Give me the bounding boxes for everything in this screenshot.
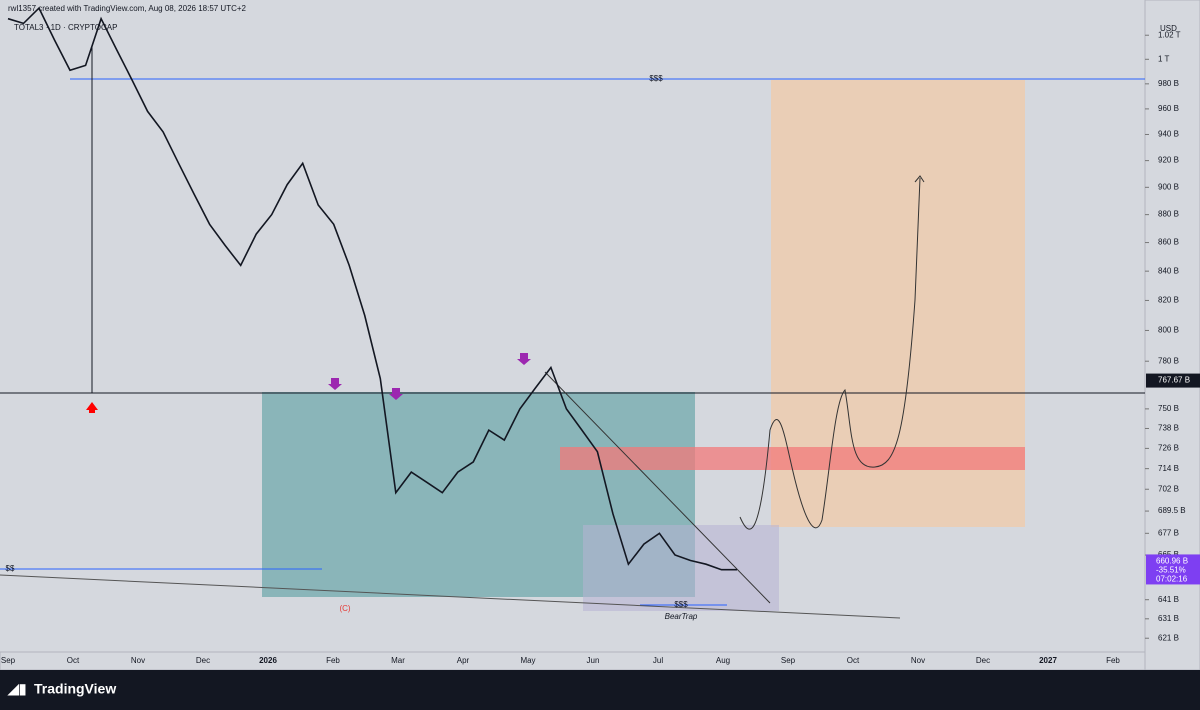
arrow-head bbox=[914, 175, 925, 183]
y-tick-label: 714 B bbox=[1158, 464, 1179, 473]
y-tick-label: 900 B bbox=[1158, 182, 1179, 191]
bear-trap-box bbox=[583, 525, 779, 611]
currency: USD bbox=[1160, 24, 1177, 33]
x-tick-label: Nov bbox=[911, 656, 925, 665]
up-arrow bbox=[86, 402, 98, 413]
x-tick-label: Jun bbox=[587, 656, 600, 665]
y-tick-label: 780 B bbox=[1158, 356, 1179, 365]
y-tick-label: 726 B bbox=[1158, 444, 1179, 453]
x-tick-label: Mar bbox=[391, 656, 405, 665]
x-tick-label: May bbox=[520, 656, 535, 665]
trendline bbox=[0, 574, 901, 619]
annotation: $$ bbox=[6, 564, 15, 573]
down-arrow bbox=[517, 353, 531, 365]
y-tick-label: 880 B bbox=[1158, 210, 1179, 219]
y-tick-label: 800 B bbox=[1158, 326, 1179, 335]
last-price-countdown: 07:02:16 bbox=[1156, 575, 1188, 584]
last-price-change: -35.51% bbox=[1156, 566, 1186, 575]
y-tick-label: 960 B bbox=[1158, 104, 1179, 113]
x-tick-label: Sep bbox=[1, 656, 16, 665]
y-tick-label: 738 B bbox=[1158, 424, 1179, 433]
y-tick-label: 689.5 B bbox=[1158, 506, 1186, 515]
brand: TradingView bbox=[34, 681, 116, 697]
y-tick-label: 677 B bbox=[1158, 528, 1179, 537]
y-tick-label: 631 B bbox=[1158, 614, 1179, 623]
logo: ◢▮ bbox=[7, 681, 26, 697]
last-price-label: 660.96 B bbox=[1156, 557, 1188, 566]
trendline bbox=[544, 371, 771, 604]
annotation: (C) bbox=[339, 604, 350, 613]
footer-bg bbox=[0, 670, 1200, 710]
x-tick-label: Sep bbox=[781, 656, 796, 665]
x-tick-label: Dec bbox=[196, 656, 210, 665]
last-price-tag bbox=[1146, 554, 1200, 585]
x-tick-label: 2026 bbox=[259, 656, 277, 665]
y-tick-label: 702 B bbox=[1158, 484, 1179, 493]
y-tick-label: 940 B bbox=[1158, 130, 1179, 139]
annotation: BearTrap bbox=[665, 612, 698, 621]
resistance-band bbox=[560, 447, 1025, 470]
symbol: TOTAL3 · 1D · CRYPTOCAP bbox=[14, 23, 117, 32]
annotation: $$$ bbox=[674, 600, 688, 609]
y-tick-label: 980 B bbox=[1158, 79, 1179, 88]
y-tick-label: 920 B bbox=[1158, 156, 1179, 165]
down-arrow bbox=[328, 378, 342, 390]
x-tick-label: Feb bbox=[1106, 656, 1120, 665]
x-tick-label: Jul bbox=[653, 656, 663, 665]
price-tag bbox=[1146, 373, 1200, 388]
time-axis-bg bbox=[0, 651, 1146, 671]
y-tick-label: 1 T bbox=[1158, 54, 1170, 63]
x-tick-label: Apr bbox=[457, 656, 470, 665]
x-tick-label: Oct bbox=[847, 656, 860, 665]
y-tick-label: 621 B bbox=[1158, 633, 1179, 642]
projection-curve bbox=[739, 177, 921, 530]
annotation: $$$ bbox=[649, 74, 663, 83]
price-line bbox=[7, 6, 737, 571]
x-tick-label: Dec bbox=[976, 656, 990, 665]
y-tick-label: 840 B bbox=[1158, 266, 1179, 275]
x-tick-label: 2027 bbox=[1039, 656, 1057, 665]
down-arrow bbox=[389, 388, 403, 400]
credit: rwl1357 created with TradingView.com, Au… bbox=[8, 4, 247, 13]
x-tick-label: Oct bbox=[67, 656, 80, 665]
x-tick-label: Feb bbox=[326, 656, 340, 665]
price-tag-label: 767.67 B bbox=[1158, 376, 1190, 385]
y-tick-label: 860 B bbox=[1158, 238, 1179, 247]
x-tick-label: Aug bbox=[716, 656, 730, 665]
y-tick-label: 641 B bbox=[1158, 595, 1179, 604]
y-tick-label: 1.02 T bbox=[1158, 30, 1181, 39]
y-tick-label: 820 B bbox=[1158, 296, 1179, 305]
x-tick-label: Nov bbox=[131, 656, 145, 665]
y-tick-label: 750 B bbox=[1158, 404, 1179, 413]
